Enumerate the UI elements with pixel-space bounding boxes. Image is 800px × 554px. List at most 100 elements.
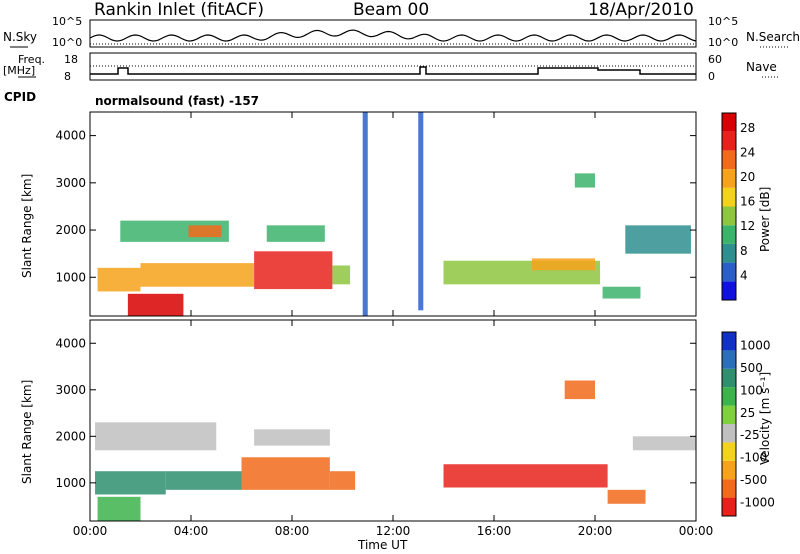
power-colorbar-swatch-1 <box>722 263 736 282</box>
power-colorbar-tick-3: 16 <box>740 195 755 209</box>
velocity-cell-10 <box>565 380 595 399</box>
power-colorbar-tick-4: 20 <box>740 170 755 184</box>
power-colorbar-swatch-4 <box>722 207 736 226</box>
velocity-colorbar-swatch-9 <box>722 332 736 350</box>
velocity-colorbar-tick-5: -100 <box>740 451 767 465</box>
power-cell-12 <box>575 173 595 187</box>
power-region-1 <box>141 263 255 287</box>
velocity-region-3 <box>330 471 355 490</box>
power-colorbar-swatch-2 <box>722 244 736 263</box>
ytick-label-0-2: 3000 <box>55 176 86 190</box>
power-region-13 <box>363 112 368 316</box>
xtick-label-1: 04:00 <box>174 524 209 538</box>
velocity-cell-6 <box>254 429 330 445</box>
velocity-colorbar-swatch-8 <box>722 350 736 368</box>
velocity-colorbar-swatch-1 <box>722 479 736 497</box>
velocity-colorbar-swatch-4 <box>722 424 736 442</box>
ytick-label-0-0: 1000 <box>55 270 86 284</box>
velocity-cell-2 <box>242 457 330 490</box>
power-colorbar-swatch-7 <box>722 150 736 169</box>
velocity-region-9 <box>633 436 696 450</box>
power-cell-13 <box>363 112 368 316</box>
velocity-region-0 <box>95 471 166 494</box>
velocity-colorbar-tick-2: 100 <box>740 383 763 397</box>
power-region-0 <box>98 268 141 292</box>
velocity-region-5 <box>95 422 216 450</box>
velocity-region-6 <box>254 429 330 445</box>
power-region-14 <box>418 112 423 310</box>
power-colorbar-tick-5: 24 <box>740 145 755 159</box>
velocity-cell-0 <box>95 471 166 494</box>
chart-svg: 1000 2000 3000 4000 4 8 12 16 20 24 28 1000 2000 3000… <box>0 0 800 554</box>
ytick-label-1-1: 2000 <box>55 429 86 443</box>
velocity-region-10 <box>565 380 595 399</box>
velocity-colorbar-tick-7: -1000 <box>740 496 775 510</box>
velocity-cell-9 <box>633 436 696 450</box>
power-cell-3 <box>332 265 350 284</box>
power-region-9 <box>532 258 595 270</box>
velocity-colorbar-tick-0: 1000 <box>740 338 771 352</box>
power-colorbar-swatch-8 <box>722 132 736 151</box>
power-region-7 <box>267 225 325 242</box>
xtick-label-4: 16:00 <box>477 524 512 538</box>
xtick-label-5: 20:00 <box>578 524 613 538</box>
power-colorbar-swatch-5 <box>722 188 736 207</box>
nsky-panel <box>90 20 696 47</box>
xtick-label-6: 00:00 <box>679 524 714 538</box>
nsky-trace <box>90 30 696 41</box>
velocity-cell-4 <box>98 497 141 521</box>
power-colorbar-tick-1: 8 <box>740 244 748 258</box>
velocity-colorbar-swatch-5 <box>722 406 736 424</box>
ytick-label-0-1: 2000 <box>55 223 86 237</box>
power-colorbar-tick-2: 12 <box>740 219 755 233</box>
velocity-region-7 <box>444 464 608 487</box>
velocity-colorbar-tick-4: -25 <box>740 428 760 442</box>
velocity-cell-8 <box>608 490 646 504</box>
velocity-cell-3 <box>330 471 355 490</box>
power-cell-1 <box>141 263 255 287</box>
power-colorbar-tick-6: 28 <box>740 121 755 135</box>
power-colorbar-tick-0: 4 <box>740 268 748 282</box>
ytick-label-1-2: 3000 <box>55 383 86 397</box>
xtick-label-3: 12:00 <box>376 524 411 538</box>
velocity-region-8 <box>608 490 646 504</box>
xtick-label-0: 00:00 <box>73 524 108 538</box>
power-cell-14 <box>418 112 423 310</box>
power-region-6 <box>188 225 221 237</box>
power-colorbar-swatch-0 <box>722 281 736 300</box>
xtick-label-2: 08:00 <box>275 524 310 538</box>
velocity-cell-7 <box>444 464 608 487</box>
power-region-12 <box>575 173 595 187</box>
power-cell-6 <box>188 225 221 237</box>
ytick-label-1-3: 4000 <box>55 336 86 350</box>
velocity-colorbar-tick-3: 25 <box>740 406 755 420</box>
power-cell-2 <box>254 251 332 289</box>
power-colorbar-swatch-6 <box>722 169 736 188</box>
velocity-colorbar-tick-6: -500 <box>740 473 767 487</box>
power-cell-10 <box>603 287 641 299</box>
velocity-colorbar-swatch-0 <box>722 498 736 516</box>
velocity-region-4 <box>98 497 141 521</box>
power-colorbar-swatch-9 <box>722 113 736 132</box>
velocity-colorbar-tick-1: 500 <box>740 361 763 375</box>
power-panel <box>90 112 696 316</box>
power-cell-9 <box>532 258 595 270</box>
power-cell-7 <box>267 225 325 242</box>
velocity-colorbar-swatch-2 <box>722 461 736 479</box>
power-cell-0 <box>98 268 141 292</box>
velocity-colorbar-swatch-7 <box>722 369 736 387</box>
velocity-region-1 <box>166 471 242 490</box>
velocity-cell-5 <box>95 422 216 450</box>
freq-trace <box>90 67 696 74</box>
power-region-3 <box>332 265 350 284</box>
power-region-2 <box>254 251 332 289</box>
power-cell-4 <box>128 294 184 316</box>
power-colorbar-swatch-3 <box>722 225 736 244</box>
velocity-region-2 <box>242 457 330 490</box>
velocity-colorbar-swatch-3 <box>722 442 736 460</box>
power-cell-11 <box>625 225 691 253</box>
ytick-label-0-3: 4000 <box>55 129 86 143</box>
velocity-panel <box>90 320 696 521</box>
ytick-label-1-0: 1000 <box>55 476 86 490</box>
power-region-11 <box>625 225 691 253</box>
